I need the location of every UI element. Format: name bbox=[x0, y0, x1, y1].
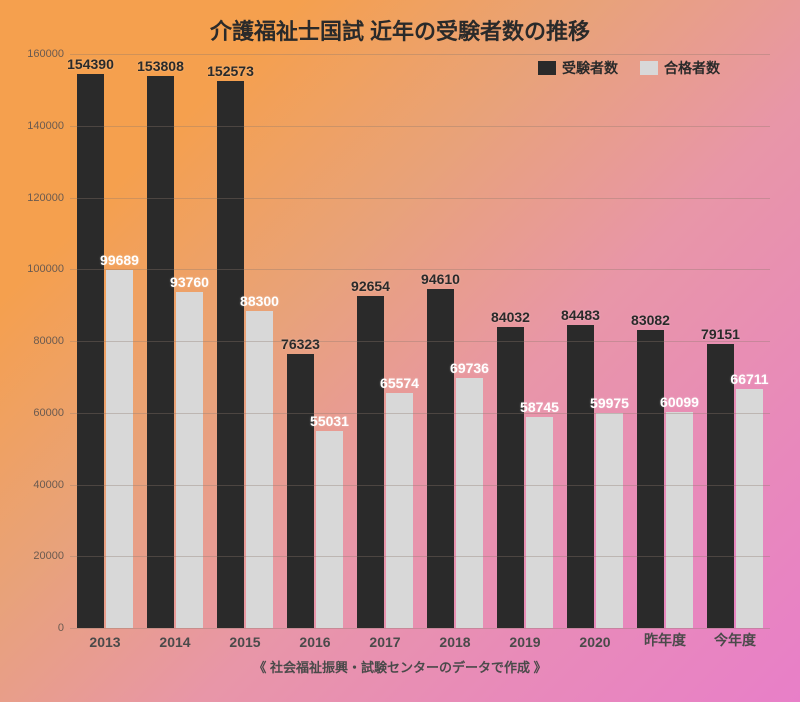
gridline bbox=[70, 556, 770, 557]
x-axis-tick: 2019 bbox=[490, 634, 560, 650]
bar-value-label: 154390 bbox=[67, 56, 114, 72]
bar-value-label: 59975 bbox=[590, 395, 629, 411]
bar: 94610 bbox=[427, 289, 454, 628]
bar: 66711 bbox=[736, 389, 763, 628]
bar: 59975 bbox=[596, 413, 623, 628]
bar: 92654 bbox=[357, 296, 384, 628]
chart-container: 介護福祉士国試 近年の受験者数の推移 受験者数合格者数 154390996892… bbox=[10, 14, 790, 688]
x-axis-tick: 2017 bbox=[350, 634, 420, 650]
gridline bbox=[70, 198, 770, 199]
x-axis-tick: 2015 bbox=[210, 634, 280, 650]
y-axis-tick: 0 bbox=[12, 622, 64, 634]
gridline bbox=[70, 269, 770, 270]
bar-value-label: 88300 bbox=[240, 293, 279, 309]
y-axis-tick: 20000 bbox=[12, 550, 64, 562]
x-axis-tick: 今年度 bbox=[700, 630, 770, 650]
chart-footer: 《 社会福祉振興・試験センターのデータで作成 》 bbox=[10, 657, 790, 676]
bar-value-label: 76323 bbox=[281, 336, 320, 352]
bar: 83082 bbox=[637, 330, 664, 628]
y-axis-tick: 80000 bbox=[12, 335, 64, 347]
bar-value-label: 93760 bbox=[170, 274, 209, 290]
y-axis-tick: 140000 bbox=[12, 120, 64, 132]
x-axis-tick: 2014 bbox=[140, 634, 210, 650]
bar-value-label: 153808 bbox=[137, 58, 184, 74]
gridline bbox=[70, 54, 770, 55]
bar-value-label: 65574 bbox=[380, 375, 419, 391]
gridline bbox=[70, 126, 770, 127]
y-axis-tick: 60000 bbox=[12, 407, 64, 419]
bar: 152573 bbox=[217, 81, 244, 628]
bar: 65574 bbox=[386, 393, 413, 628]
bar: 69736 bbox=[456, 378, 483, 628]
bar: 93760 bbox=[176, 292, 203, 628]
bar-value-label: 66711 bbox=[730, 371, 768, 387]
bar: 55031 bbox=[316, 431, 343, 628]
x-axis-tick: 2020 bbox=[560, 634, 630, 650]
bar: 84032 bbox=[497, 327, 524, 628]
bar-value-label: 152573 bbox=[207, 63, 254, 79]
y-axis-tick: 40000 bbox=[12, 479, 64, 491]
x-axis-tick: 昨年度 bbox=[630, 630, 700, 650]
bar-value-label: 83082 bbox=[631, 312, 670, 328]
bar-value-label: 94610 bbox=[421, 271, 460, 287]
bar-value-label: 69736 bbox=[450, 360, 489, 376]
y-axis-tick: 120000 bbox=[12, 192, 64, 204]
bar: 153808 bbox=[147, 76, 174, 628]
bar-value-label: 55031 bbox=[310, 413, 349, 429]
gridline bbox=[70, 413, 770, 414]
bar-value-label: 84032 bbox=[491, 309, 530, 325]
y-axis-tick: 160000 bbox=[12, 48, 64, 60]
bar: 84483 bbox=[567, 325, 594, 628]
bar-value-label: 79151 bbox=[701, 326, 740, 342]
bar-value-label: 92654 bbox=[351, 278, 390, 294]
x-axis-tick: 2016 bbox=[280, 634, 350, 650]
bar: 76323 bbox=[287, 354, 314, 628]
bar: 58745 bbox=[526, 417, 553, 628]
bar: 99689 bbox=[106, 270, 133, 628]
x-axis-tick: 2013 bbox=[70, 634, 140, 650]
y-axis-tick: 100000 bbox=[12, 263, 64, 275]
bar: 88300 bbox=[246, 311, 273, 628]
gridline bbox=[70, 628, 770, 629]
bar-value-label: 84483 bbox=[561, 307, 600, 323]
bar-value-label: 99689 bbox=[100, 252, 139, 268]
plot-area: 1543909968920131538089376020141525738830… bbox=[70, 54, 770, 628]
bar: 60099 bbox=[666, 412, 693, 628]
bar: 154390 bbox=[77, 74, 104, 628]
x-axis-tick: 2018 bbox=[420, 634, 490, 650]
gridline bbox=[70, 485, 770, 486]
gridline bbox=[70, 341, 770, 342]
chart-title: 介護福祉士国試 近年の受験者数の推移 bbox=[10, 14, 790, 46]
bar-value-label: 60099 bbox=[660, 394, 699, 410]
